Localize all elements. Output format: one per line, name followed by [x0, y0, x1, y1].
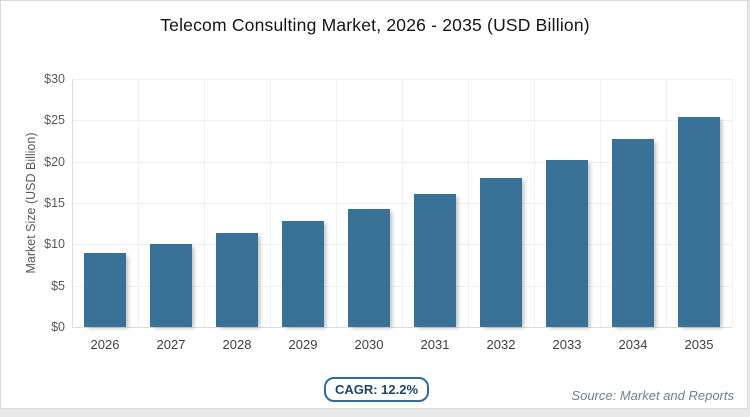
y-tick-label: $30 [44, 72, 65, 86]
y-tick-label: $20 [44, 154, 65, 169]
bar-2035 [678, 117, 720, 327]
bar-2027 [150, 243, 192, 327]
x-tick-label: 2033 [552, 337, 582, 352]
x-tick-label: 2029 [288, 337, 318, 352]
v-gridline [600, 79, 601, 327]
y-tick-label: $15 [44, 196, 65, 210]
v-gridline [666, 79, 667, 327]
bar-2033 [546, 160, 588, 327]
bar-2030 [348, 208, 390, 327]
chart-card: Telecom Consulting Market, 2026 - 2035 (… [0, 0, 748, 409]
x-tick-label: 2034 [618, 337, 648, 352]
v-gridline [534, 79, 535, 327]
x-tick-label: 2031 [420, 337, 450, 352]
bar-2026 [84, 252, 126, 327]
bar-2029 [282, 221, 324, 327]
x-tick-label: 2027 [156, 337, 186, 352]
v-gridline [270, 79, 271, 327]
bar-2031 [414, 193, 456, 327]
source-text: Source: Market and Reports [571, 388, 734, 403]
v-gridline [336, 79, 337, 327]
v-gridline [468, 79, 469, 327]
y-tick-label: $10 [44, 237, 65, 252]
v-gridline [138, 79, 139, 327]
cagr-badge: CAGR: 12.2% [324, 377, 429, 402]
x-tick-label: 2026 [90, 337, 120, 352]
v-gridline [402, 79, 403, 327]
x-tick-label: 2030 [354, 337, 384, 352]
h-gridline [72, 327, 732, 328]
v-gridline [204, 79, 205, 327]
bar-2034 [612, 139, 654, 327]
v-gridline [732, 79, 733, 327]
chart-title: Telecom Consulting Market, 2026 - 2035 (… [160, 15, 590, 35]
cagr-label: CAGR: 12.2% [334, 382, 419, 397]
bar-2028 [216, 232, 258, 327]
y-tick-label: $25 [44, 113, 65, 128]
x-tick-label: 2035 [684, 337, 714, 352]
v-gridline [72, 79, 73, 327]
y-tick-label: $5 [51, 278, 65, 293]
x-tick-label: 2032 [486, 337, 516, 352]
y-tick-label: $0 [51, 320, 65, 334]
x-tick-label: 2028 [222, 337, 252, 352]
bar-2032 [480, 178, 522, 327]
